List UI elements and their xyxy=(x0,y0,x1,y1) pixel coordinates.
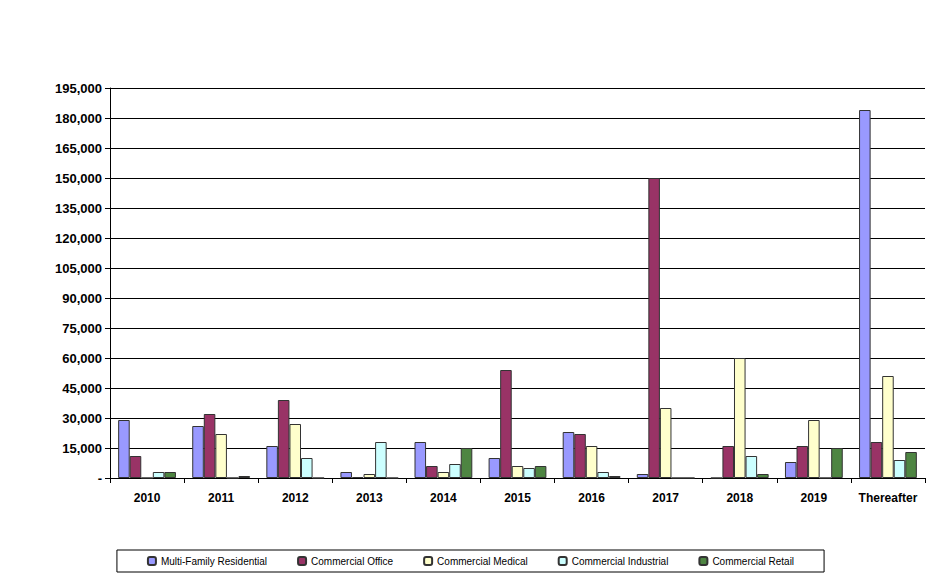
svg-text:2017: 2017 xyxy=(652,491,679,505)
svg-text:60,000: 60,000 xyxy=(62,351,102,366)
svg-text:2010: 2010 xyxy=(134,491,161,505)
svg-text:Thereafter: Thereafter xyxy=(859,491,918,505)
svg-text:15,000: 15,000 xyxy=(62,441,102,456)
svg-text:195,000: 195,000 xyxy=(55,81,102,96)
svg-text:90,000: 90,000 xyxy=(62,291,102,306)
svg-text:Commercial Retail: Commercial Retail xyxy=(712,556,794,567)
svg-text:45,000: 45,000 xyxy=(62,381,102,396)
svg-text:2014: 2014 xyxy=(430,491,457,505)
svg-text:165,000: 165,000 xyxy=(55,141,102,156)
svg-text:Commercial Industrial: Commercial Industrial xyxy=(572,556,669,567)
svg-text:135,000: 135,000 xyxy=(55,201,102,216)
svg-text:Multi-Family Residential: Multi-Family Residential xyxy=(161,556,267,567)
svg-text:2013: 2013 xyxy=(356,491,383,505)
svg-text:2019: 2019 xyxy=(801,491,828,505)
svg-text:75,000: 75,000 xyxy=(62,321,102,336)
svg-text:2011: 2011 xyxy=(208,491,234,505)
svg-text:150,000: 150,000 xyxy=(55,171,102,186)
svg-text:-: - xyxy=(98,471,102,486)
svg-text:180,000: 180,000 xyxy=(55,111,102,126)
svg-text:2015: 2015 xyxy=(504,491,531,505)
svg-text:120,000: 120,000 xyxy=(55,231,102,246)
svg-text:2012: 2012 xyxy=(282,491,309,505)
svg-text:Commercial Office: Commercial Office xyxy=(311,556,393,567)
svg-text:105,000: 105,000 xyxy=(55,261,102,276)
svg-text:2016: 2016 xyxy=(578,491,605,505)
svg-text:30,000: 30,000 xyxy=(62,411,102,426)
svg-text:2018: 2018 xyxy=(726,491,753,505)
svg-text:Commercial Medical: Commercial Medical xyxy=(437,556,528,567)
